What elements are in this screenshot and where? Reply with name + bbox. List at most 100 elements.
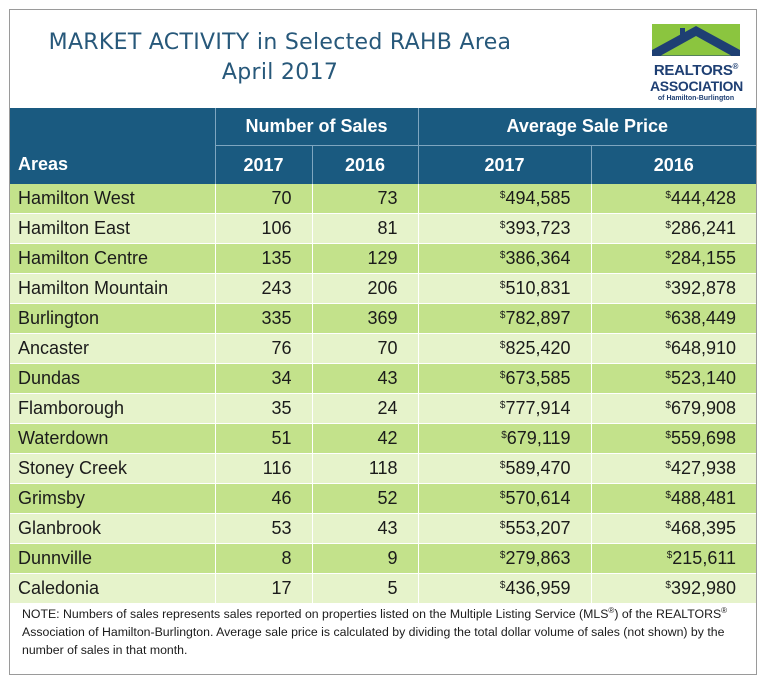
sales-2017-cell: 70 <box>214 184 312 214</box>
sales-2017-cell: 116 <box>214 453 312 484</box>
price-2016-cell: $392,878 <box>590 273 757 304</box>
currency-symbol: $ <box>499 340 506 351</box>
price-2017-cell: $510,831 <box>417 273 592 304</box>
area-cell: Stoney Creek <box>10 453 215 484</box>
header-sales-2017: 2017 <box>214 145 312 184</box>
logo-line-3: of Hamilton-Burlington <box>657 95 735 102</box>
realtors-association-logo: REALTORS® ASSOCIATION of Hamilton-Burlin… <box>650 24 743 102</box>
header-price-2017: 2017 <box>417 145 592 184</box>
area-cell: Dundas <box>10 363 215 394</box>
price-2016-cell: $284,155 <box>590 243 757 274</box>
currency-symbol: $ <box>499 370 506 381</box>
footnote: NOTE: Numbers of sales represents sales … <box>22 606 728 658</box>
currency-symbol: $ <box>499 490 506 501</box>
house-roof-icon <box>652 24 740 56</box>
currency-symbol: $ <box>665 370 671 381</box>
price-2017-cell: $570,614 <box>417 483 592 514</box>
currency-symbol: $ <box>499 550 506 561</box>
sales-2017-cell: 17 <box>214 573 312 604</box>
sales-2016-cell: 5 <box>311 573 419 604</box>
price-2016-cell: $286,241 <box>590 213 757 244</box>
sales-2016-cell: 43 <box>311 513 419 544</box>
price-2016-cell: $638,449 <box>590 303 757 334</box>
currency-symbol: $ <box>665 220 671 231</box>
price-2016-cell: $427,938 <box>590 453 757 484</box>
sales-2017-cell: 46 <box>214 483 312 514</box>
title-line-2: April 2017 <box>221 60 339 85</box>
currency-symbol: $ <box>665 520 671 531</box>
group-header-row: Number of Sales Average Sale Price <box>10 108 757 146</box>
currency-symbol: $ <box>499 520 506 531</box>
logo-line-2: ASSOCIATION <box>650 78 743 94</box>
price-2016-cell: $468,395 <box>590 513 757 544</box>
price-2017-cell: $494,585 <box>417 184 592 214</box>
year-header-row: Areas 2017 2016 2017 2016 <box>10 145 757 184</box>
sales-2016-cell: 70 <box>311 333 419 364</box>
table-row: Glanbrook 53 43 $553,207 $468,395 <box>10 513 757 544</box>
price-2017-cell: $673,585 <box>417 363 592 394</box>
area-cell: Flamborough <box>10 393 215 424</box>
price-2017-cell: $679,119 <box>417 423 592 454</box>
currency-symbol: $ <box>665 490 671 501</box>
currency-symbol: $ <box>499 220 506 231</box>
table-row: Hamilton West 70 73 $494,585 $444,428 <box>10 184 757 214</box>
currency-symbol: $ <box>499 580 506 591</box>
area-cell: Glanbrook <box>10 513 215 544</box>
currency-symbol: $ <box>501 430 507 441</box>
sales-2016-cell: 9 <box>311 543 419 574</box>
area-cell: Ancaster <box>10 333 215 364</box>
currency-symbol: $ <box>499 460 506 471</box>
sales-2016-cell: 129 <box>311 243 419 274</box>
table-row: Flamborough 35 24 $777,914 $679,908 <box>10 393 757 424</box>
currency-symbol: $ <box>665 580 671 591</box>
sales-2017-cell: 8 <box>214 543 312 574</box>
area-cell: Hamilton East <box>10 213 215 244</box>
area-cell: Hamilton Mountain <box>10 273 215 304</box>
table-row: Grimsby 46 52 $570,614 $488,481 <box>10 483 757 514</box>
table-row: Dundas 34 43 $673,585 $523,140 <box>10 363 757 394</box>
currency-symbol: $ <box>665 250 671 261</box>
header-number-of-sales: Number of Sales <box>214 108 419 146</box>
price-2017-cell: $782,897 <box>417 303 592 334</box>
price-2017-cell: $279,863 <box>417 543 592 574</box>
price-2016-cell: $215,611 <box>590 543 757 574</box>
sales-2016-cell: 42 <box>311 423 419 454</box>
sales-2016-cell: 73 <box>311 184 419 214</box>
table-row: Hamilton Mountain 243 206 $510,831 $392,878 <box>10 273 757 304</box>
sales-2017-cell: 53 <box>214 513 312 544</box>
price-2017-cell: $553,207 <box>417 513 592 544</box>
sales-2016-cell: 24 <box>311 393 419 424</box>
header-sales-2016: 2016 <box>311 145 419 184</box>
area-cell: Burlington <box>10 303 215 334</box>
market-activity-table: Number of Sales Average Sale Price Areas… <box>10 108 757 604</box>
sales-2016-cell: 206 <box>311 273 419 304</box>
sales-2016-cell: 81 <box>311 213 419 244</box>
currency-symbol: $ <box>665 190 671 201</box>
price-2016-cell: $392,980 <box>590 573 757 604</box>
price-2016-cell: $679,908 <box>590 393 757 424</box>
table-row: Ancaster 76 70 $825,420 $648,910 <box>10 333 757 364</box>
sales-2017-cell: 243 <box>214 273 312 304</box>
price-2016-cell: $444,428 <box>590 184 757 214</box>
table-row: Waterdown 51 42 $679,119 $559,698 <box>10 423 757 454</box>
currency-symbol: $ <box>665 460 671 471</box>
sales-2017-cell: 34 <box>214 363 312 394</box>
price-2016-cell: $648,910 <box>590 333 757 364</box>
currency-symbol: $ <box>665 280 671 291</box>
logo-registered-mark: ® <box>732 62 739 71</box>
currency-symbol: $ <box>665 340 671 351</box>
sales-2017-cell: 51 <box>214 423 312 454</box>
sales-2017-cell: 335 <box>214 303 312 334</box>
table-row: Hamilton East 106 81 $393,723 $286,241 <box>10 213 757 244</box>
price-2017-cell: $825,420 <box>417 333 592 364</box>
price-2017-cell: $393,723 <box>417 213 592 244</box>
page-title: MARKET ACTIVITY in Selected RAHB Area Ap… <box>40 28 520 88</box>
logo-line-1: REALTORS® <box>653 62 739 79</box>
table-row: Caledonia 17 5 $436,959 $392,980 <box>10 573 757 604</box>
currency-symbol: $ <box>499 310 506 321</box>
currency-symbol: $ <box>665 310 671 321</box>
price-2017-cell: $436,959 <box>417 573 592 604</box>
currency-symbol: $ <box>499 400 506 411</box>
header-price-2016: 2016 <box>590 145 757 184</box>
currency-symbol: $ <box>665 430 671 441</box>
